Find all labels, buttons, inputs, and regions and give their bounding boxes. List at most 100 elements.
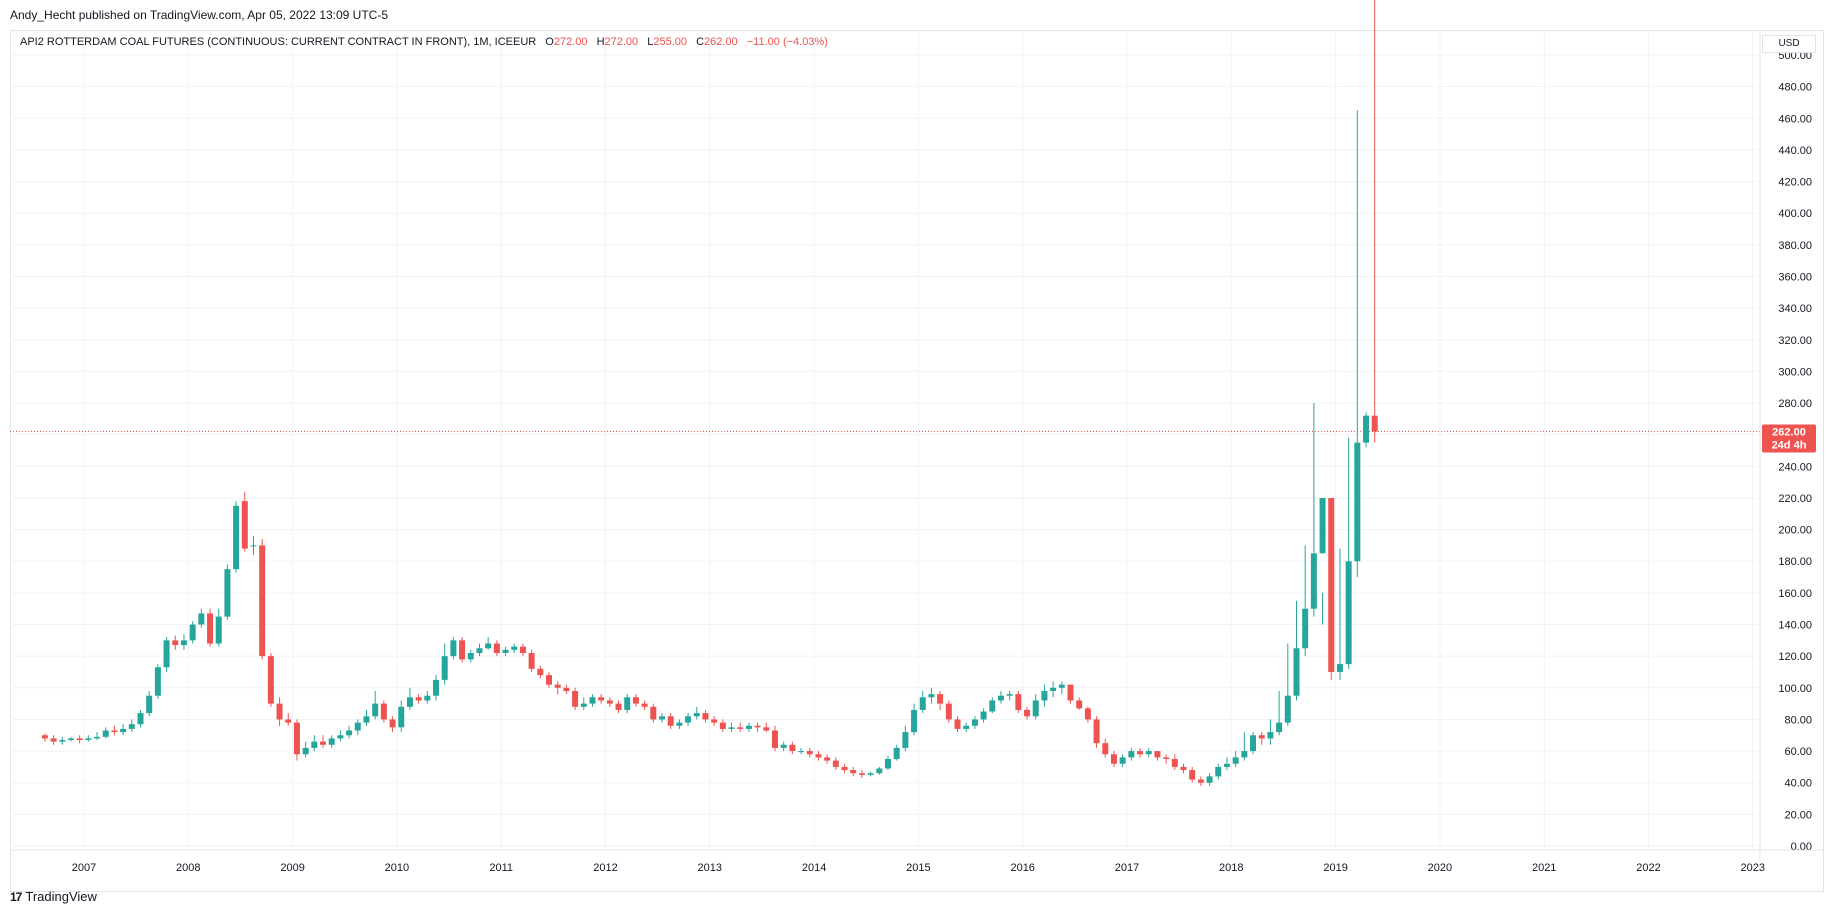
candle-body <box>1171 758 1178 767</box>
last-price-tag: 262.00 24d 4h <box>1762 424 1816 453</box>
candle <box>1145 747 1152 758</box>
candle-body <box>320 741 327 745</box>
time-tick-label: 2022 <box>1636 862 1660 874</box>
candle-body <box>120 728 127 733</box>
price-tick-label: 460.00 <box>1778 113 1812 125</box>
tradingview-logo[interactable]: 17 TradingView <box>10 889 97 904</box>
candle <box>1197 776 1204 786</box>
candle-body <box>467 652 474 660</box>
candle-body <box>1180 766 1187 771</box>
candle <box>632 694 639 707</box>
candle <box>1171 754 1178 771</box>
candle <box>1076 697 1083 710</box>
candle <box>572 687 579 710</box>
price-tick-label: 320.00 <box>1778 335 1812 347</box>
candle <box>1371 0 1378 443</box>
candle-body <box>1215 766 1222 777</box>
candle <box>1110 751 1117 767</box>
candle-body <box>285 719 292 723</box>
price-tick-label: 60.00 <box>1784 746 1812 758</box>
time-tick-label: 2013 <box>698 862 722 874</box>
candle <box>1250 732 1257 755</box>
candle-body <box>67 738 74 741</box>
candle-body <box>293 722 300 755</box>
candle <box>554 681 561 695</box>
candle <box>1163 754 1170 764</box>
candle <box>372 690 379 720</box>
candle-body <box>111 730 118 733</box>
time-tick-label: 2017 <box>1115 862 1139 874</box>
candle <box>189 621 196 644</box>
candle <box>537 665 544 679</box>
candle-body <box>893 747 900 759</box>
candle-body <box>154 667 161 696</box>
candle-body <box>41 735 48 739</box>
candle <box>1119 754 1126 767</box>
candle <box>172 635 179 650</box>
candle <box>850 766 857 777</box>
candle-body <box>563 687 570 691</box>
price-tick-label: 440.00 <box>1778 145 1812 157</box>
candle-body <box>1223 763 1230 767</box>
candle-body <box>702 713 709 720</box>
candle-body <box>580 703 587 707</box>
candle <box>685 713 692 726</box>
candle <box>893 744 900 761</box>
price-tick-label: 220.00 <box>1778 493 1812 505</box>
candle <box>997 690 1004 704</box>
time-axis[interactable]: 2007 2008 2009 2010 2011 2012 2013 2014 2015 2016… <box>10 849 1824 874</box>
candle <box>511 643 518 653</box>
candle-body <box>676 722 683 726</box>
candle <box>1067 684 1074 704</box>
candle <box>1223 757 1230 771</box>
candle <box>1345 437 1352 669</box>
candle <box>259 539 266 660</box>
candle <box>311 735 318 752</box>
price-tick-label: 340.00 <box>1778 303 1812 315</box>
candle-body <box>198 613 205 625</box>
chart-frame[interactable] <box>10 30 1824 892</box>
candle <box>754 722 761 733</box>
candle <box>389 716 396 733</box>
candle <box>398 700 405 733</box>
candle-body <box>1250 735 1257 752</box>
candle-body <box>1067 684 1074 701</box>
price-tick-label: 80.00 <box>1784 714 1812 726</box>
candle <box>1354 110 1361 578</box>
candle-body <box>50 738 57 742</box>
candle <box>337 730 344 742</box>
candle-body <box>233 505 240 570</box>
candle <box>467 649 474 663</box>
candle-body <box>728 727 735 729</box>
candle <box>1015 690 1022 714</box>
time-tick-label: 2018 <box>1219 862 1243 874</box>
candle-body <box>1319 497 1326 554</box>
open-key: O <box>545 36 554 48</box>
candle <box>884 755 891 771</box>
candle-body <box>85 738 92 741</box>
candle <box>85 735 92 742</box>
candle-body <box>1354 442 1361 562</box>
candle <box>154 664 161 699</box>
candle-body <box>1050 687 1057 691</box>
candle-body <box>459 640 466 660</box>
candle-body <box>971 719 978 726</box>
candle <box>824 754 831 764</box>
candle <box>1102 738 1109 758</box>
candle-body <box>172 640 179 646</box>
candle-body <box>433 679 440 696</box>
currency-label[interactable]: USD <box>1762 35 1816 53</box>
candle-body <box>537 668 544 676</box>
candle-body <box>815 754 822 758</box>
candle-body <box>928 694 935 698</box>
high-key: H <box>596 36 605 48</box>
candle <box>919 690 926 714</box>
candle <box>563 684 570 695</box>
candle <box>858 770 865 778</box>
price-tick-label: 400.00 <box>1778 208 1812 220</box>
candle-body <box>380 703 387 720</box>
candle-body <box>337 735 344 739</box>
candle-body <box>850 770 857 774</box>
candle-body <box>598 697 605 701</box>
